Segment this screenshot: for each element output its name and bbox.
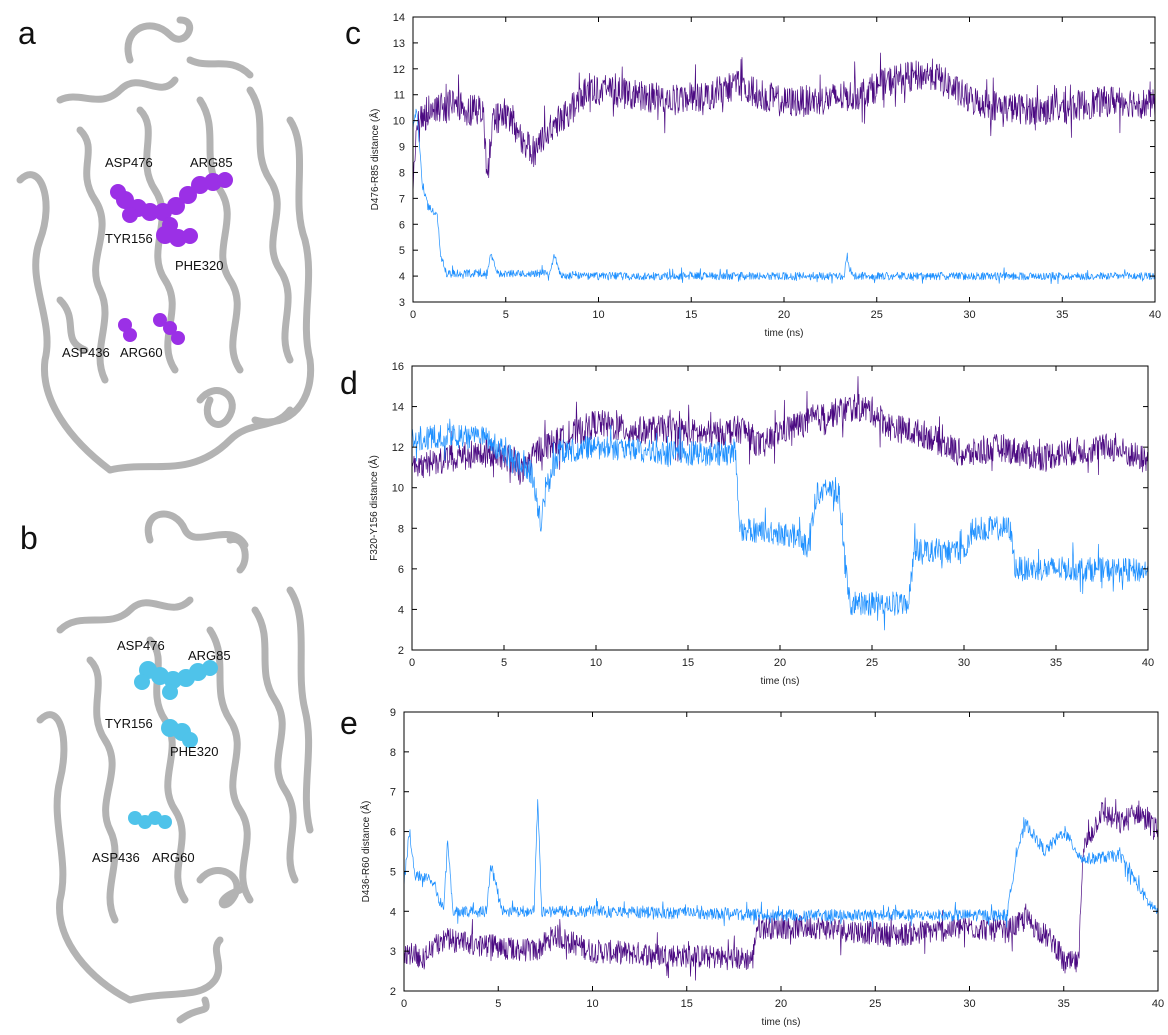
y-axis-label: D436-R60 distance (Å) bbox=[359, 801, 372, 903]
ribbon-backbone bbox=[36, 510, 314, 1024]
series-line-1 bbox=[412, 108, 1156, 285]
label-phe320-b: PHE320 bbox=[170, 744, 218, 759]
ribbon-backbone bbox=[16, 16, 315, 474]
panel-letter-e: e bbox=[340, 705, 358, 741]
y-tick-label: 10 bbox=[392, 483, 404, 495]
y-axis-label: F320-Y156 distance (Å) bbox=[367, 455, 380, 561]
y-tick-label: 7 bbox=[390, 787, 396, 799]
x-tick-label: 40 bbox=[1152, 998, 1164, 1010]
y-tick-label: 8 bbox=[399, 167, 405, 179]
label-arg60-b: ARG60 bbox=[152, 850, 195, 865]
residue-spheres-b bbox=[128, 660, 218, 829]
y-tick-label: 6 bbox=[390, 827, 396, 839]
y-tick-label: 3 bbox=[399, 297, 405, 309]
y-tick-label: 16 bbox=[392, 361, 404, 373]
label-asp436-b: ASP436 bbox=[92, 850, 140, 865]
y-tick-label: 5 bbox=[390, 866, 396, 878]
x-axis-label: time (ns) bbox=[765, 328, 804, 339]
y-tick-label: 12 bbox=[393, 64, 405, 76]
x-tick-label: 20 bbox=[774, 657, 786, 669]
x-tick-label: 25 bbox=[869, 998, 881, 1010]
y-tick-label: 14 bbox=[392, 402, 404, 414]
y-tick-label: 8 bbox=[390, 747, 396, 759]
x-tick-label: 5 bbox=[495, 998, 501, 1010]
x-tick-label: 5 bbox=[503, 309, 509, 321]
x-tick-label: 10 bbox=[586, 998, 598, 1010]
x-tick-label: 15 bbox=[682, 657, 694, 669]
x-tick-label: 15 bbox=[685, 309, 697, 321]
series-line-0 bbox=[403, 797, 1159, 981]
x-tick-label: 10 bbox=[592, 309, 604, 321]
x-tick-label: 35 bbox=[1050, 657, 1062, 669]
y-tick-label: 5 bbox=[399, 245, 405, 257]
x-tick-label: 40 bbox=[1149, 309, 1161, 321]
y-tick-label: 2 bbox=[390, 986, 396, 998]
label-arg60-a: ARG60 bbox=[120, 345, 163, 360]
series-line-0 bbox=[411, 376, 1149, 485]
label-arg85-b: ARG85 bbox=[188, 648, 231, 663]
y-tick-label: 12 bbox=[392, 442, 404, 454]
y-tick-label: 10 bbox=[393, 116, 405, 128]
x-tick-label: 20 bbox=[778, 309, 790, 321]
y-tick-label: 3 bbox=[390, 946, 396, 958]
label-phe320-a: PHE320 bbox=[175, 258, 223, 273]
y-tick-label: 6 bbox=[398, 564, 404, 576]
y-tick-label: 4 bbox=[398, 604, 404, 616]
chart-d: 0 5 10 15 20 25 30 35 40 2 4 6 8 10 12 14 16 time (ns) F32… bbox=[367, 361, 1154, 687]
x-tick-label: 5 bbox=[501, 657, 507, 669]
x-axis-label: time (ns) bbox=[762, 1017, 801, 1028]
chart-c: 0 5 10 15 20 25 30 35 40 3 4 5 6 7 8 9 10 11 12 13 14 time (n… bbox=[368, 12, 1161, 339]
label-tyr156-b: TYR156 bbox=[105, 716, 153, 731]
panel-letter-a: a bbox=[18, 15, 36, 51]
y-tick-label: 4 bbox=[399, 271, 405, 283]
x-tick-label: 20 bbox=[775, 998, 787, 1010]
protein-structure-b: ASP476 ARG85 TYR156 PHE320 ASP436 ARG60 bbox=[36, 510, 314, 1024]
label-asp436-a: ASP436 bbox=[62, 345, 110, 360]
y-tick-label: 4 bbox=[390, 906, 396, 918]
label-tyr156-a: TYR156 bbox=[105, 231, 153, 246]
y-tick-label: 11 bbox=[394, 90, 405, 102]
x-tick-label: 35 bbox=[1056, 309, 1068, 321]
label-asp476-a: ASP476 bbox=[105, 155, 153, 170]
x-tick-label: 35 bbox=[1058, 998, 1070, 1010]
protein-structure-a: ASP476 ARG85 TYR156 PHE320 ASP436 ARG60 bbox=[16, 16, 315, 474]
x-tick-label: 15 bbox=[681, 998, 693, 1010]
x-tick-label: 25 bbox=[871, 309, 883, 321]
panel-letter-d: d bbox=[340, 365, 358, 401]
y-tick-label: 14 bbox=[393, 12, 405, 24]
y-tick-label: 2 bbox=[398, 645, 404, 657]
y-tick-label: 9 bbox=[390, 707, 396, 719]
residue-spheres-a bbox=[110, 172, 233, 345]
label-asp476-b: ASP476 bbox=[117, 638, 165, 653]
x-tick-label: 25 bbox=[866, 657, 878, 669]
panel-letter-c: c bbox=[345, 15, 361, 51]
y-axis-label: D476-R85 distance (Å) bbox=[368, 109, 381, 211]
label-arg85-a: ARG85 bbox=[190, 155, 233, 170]
x-tick-label: 30 bbox=[958, 657, 970, 669]
y-tick-label: 6 bbox=[399, 219, 405, 231]
series-line-1 bbox=[411, 418, 1149, 631]
x-tick-label: 0 bbox=[410, 309, 416, 321]
y-tick-label: 7 bbox=[399, 193, 405, 205]
x-tick-label: 30 bbox=[963, 309, 975, 321]
y-tick-label: 8 bbox=[398, 523, 404, 535]
plot-frame bbox=[412, 16, 1156, 303]
x-tick-label: 0 bbox=[409, 657, 415, 669]
x-tick-label: 0 bbox=[401, 998, 407, 1010]
y-tick-label: 9 bbox=[399, 142, 405, 154]
x-tick-label: 10 bbox=[590, 657, 602, 669]
y-tick-label: 13 bbox=[393, 38, 405, 50]
x-tick-label: 40 bbox=[1142, 657, 1154, 669]
series-line-1 bbox=[403, 799, 1159, 928]
x-tick-label: 30 bbox=[963, 998, 975, 1010]
series-line-0 bbox=[412, 52, 1156, 194]
panel-letter-b: b bbox=[20, 520, 38, 556]
chart-e: 0 5 10 15 20 25 30 35 40 2 3 4 5 6 7 8 9 time (ns) D436-R6… bbox=[359, 707, 1164, 1028]
x-axis-label: time (ns) bbox=[761, 676, 800, 687]
plot-frame bbox=[411, 365, 1149, 651]
